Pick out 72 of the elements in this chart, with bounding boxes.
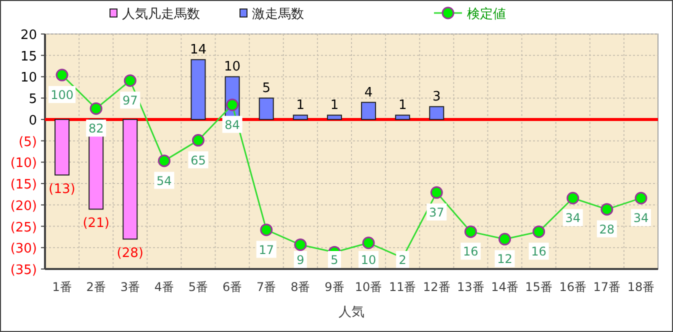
x-tick-label: 11番 (388, 280, 416, 294)
data-label: (28) (116, 246, 144, 262)
data-label: 14 (190, 42, 207, 58)
x-tick-label: 12番 (423, 280, 450, 294)
data-label: 34 (565, 211, 580, 226)
data-label: 1 (330, 98, 339, 114)
y-tick-label: 15 (20, 49, 37, 64)
data-label: 34 (633, 211, 649, 226)
data-label: 2 (398, 253, 406, 267)
data-label: 5 (330, 253, 338, 267)
data-label: (21) (82, 216, 110, 232)
bar (190, 59, 206, 120)
data-label: 84 (224, 118, 240, 132)
x-tick-label: 1番 (52, 280, 72, 294)
y-tick-label: (20) (10, 198, 37, 214)
data-label: 10 (224, 60, 241, 75)
x-tick-label: 15番 (525, 280, 552, 294)
bar (395, 114, 410, 120)
legend-label: 激走馬数 (252, 7, 304, 22)
x-tick-label: 17番 (593, 280, 621, 294)
bar (429, 106, 444, 120)
x-tick-label: 16番 (559, 280, 586, 294)
data-label: 28 (599, 222, 615, 236)
x-tick-label: 9番 (324, 280, 344, 294)
data-label: 82 (88, 122, 104, 136)
data-label: 37 (429, 206, 444, 220)
y-tick-label: (15) (10, 178, 37, 193)
y-tick-label: (30) (10, 242, 37, 257)
data-label: 5 (262, 81, 270, 96)
y-tick-label: (5) (18, 134, 37, 150)
x-tick-label: 2番 (86, 280, 106, 294)
x-tick-label: 18番 (627, 280, 655, 294)
data-label: 3 (432, 90, 441, 105)
x-tick-label: 6番 (222, 280, 242, 294)
y-tick-label: (35) (10, 263, 37, 278)
data-label: 1 (296, 98, 305, 114)
bar (258, 98, 274, 120)
x-tick-label: 7番 (256, 280, 276, 294)
x-tick-label: 14番 (491, 280, 518, 294)
y-tick-label: 0 (28, 113, 37, 128)
x-tick-label: 4番 (154, 280, 174, 294)
data-label: 4 (364, 85, 373, 100)
data-label: 9 (296, 253, 304, 267)
y-tick-label: (10) (10, 156, 37, 172)
data-label: 54 (156, 174, 172, 188)
data-label: 10 (360, 253, 376, 267)
x-axis-title: 人気 (338, 305, 364, 320)
y-tick-label: (25) (10, 220, 37, 236)
bar (122, 118, 138, 240)
y-tick-label: 20 (20, 28, 37, 43)
bar (292, 114, 308, 120)
data-label: 97 (122, 94, 138, 108)
data-label: 16 (463, 244, 478, 259)
data-label: 17 (258, 242, 274, 257)
legend-label: 検定値 (467, 7, 506, 22)
bar (326, 114, 342, 120)
y-tick-label: 10 (20, 70, 37, 86)
data-label: 65 (190, 153, 206, 168)
x-tick-label: 3番 (120, 280, 140, 294)
x-tick-label: 13番 (457, 280, 484, 294)
data-label: 1 (398, 98, 407, 114)
x-tick-label: 5番 (188, 280, 208, 294)
y-tick-label: 5 (28, 92, 37, 108)
x-tick-label: 10番 (354, 280, 382, 294)
bar (54, 118, 70, 176)
data-label: (13) (48, 182, 76, 197)
bar (361, 102, 376, 120)
data-label: 12 (497, 252, 512, 266)
x-tick-label: 8番 (290, 280, 310, 294)
data-label: 100 (50, 88, 74, 102)
data-label: 16 (531, 244, 546, 259)
legend-label: 人気凡走馬数 (122, 7, 200, 22)
